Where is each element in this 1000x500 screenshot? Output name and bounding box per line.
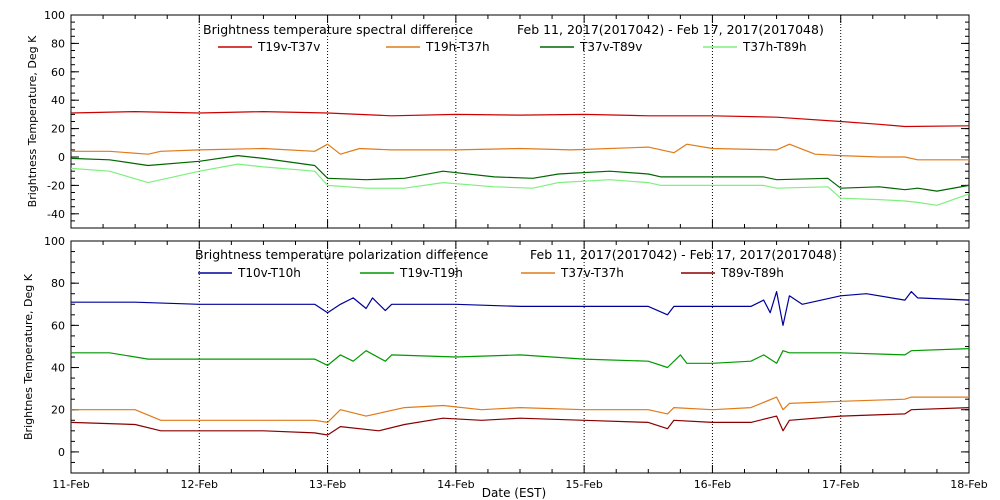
x-tick-label: 15-Feb [565,478,602,491]
y-tick-label: -40 [47,208,65,221]
chart-title: Brightness temperature polarization diff… [195,247,489,262]
y-tick-label: 40 [51,362,65,375]
y-tick-label: 20 [51,404,65,417]
x-axis-label: Date (EST) [482,486,546,500]
x-tick-label: 18-Feb [950,478,987,491]
y-tick-label: 100 [44,235,65,248]
plot-frame [70,240,970,474]
y-tick-label: 0 [58,446,65,459]
y-tick-label: 20 [51,123,65,136]
series-line-t37h-t89h [70,163,970,206]
series-line-t89v-t89h [70,407,970,436]
legend-label: T19v-T19h [399,266,463,280]
legend-label: T10v-T10h [237,266,301,280]
spectral-difference-panel: -40 -20 0 20 40 60 80 100 Brightness Temperature… [26,9,970,229]
y-tick-label: 80 [51,37,65,50]
legend-label: T37h-T89h [742,40,807,54]
y-axis-label: Brightnes Temperature, Deg K [22,273,35,440]
series-line-t19v-t37v [70,110,970,128]
polarization-difference-panel: 0 20 40 60 80 100 11-Feb 12-Feb 13-Feb 14-Feb 15-F… [22,235,988,491]
x-tick-label: 16-Feb [694,478,731,491]
x-tick-label: 17-Feb [822,478,859,491]
y-tick-label: 80 [51,277,65,290]
y-tick-label: 100 [44,9,65,22]
series-line-t10v-t10h [71,291,970,326]
x-tick-label: 11-Feb [52,478,89,491]
x-tick-label: 13-Feb [309,478,346,491]
date-range: Feb 11, 2017(2017042) - Feb 17, 2017(201… [517,22,824,37]
x-tick-label: 12-Feb [181,478,218,491]
series-line-t37v-t37h [71,396,969,423]
legend-label: T19v-T37v [257,40,320,54]
series-line-t37v-t89v [70,155,970,192]
legend-label: T37v-T89v [579,40,642,54]
x-tick-label: 14-Feb [437,478,474,491]
series-line-t19v-t19h [71,348,970,369]
chart-title: Brightness temperature spectral differen… [203,22,473,37]
date-range: Feb 11, 2017(2017042) - Feb 17, 2017(201… [530,247,837,262]
y-tick-label: -20 [47,179,65,192]
series-line-t19h-t37h [71,143,969,161]
legend-label: T19h-T37h [425,40,490,54]
y-tick-label: 60 [51,66,65,79]
y-tick-label: 60 [51,319,65,332]
y-tick-label: 40 [51,94,65,107]
y-axis-label: Brightness Temperature, Deg K [26,35,39,207]
y-tick-label: 0 [58,151,65,164]
legend-label: T89v-T89h [720,266,784,280]
legend-label: T37v-T37h [560,266,624,280]
